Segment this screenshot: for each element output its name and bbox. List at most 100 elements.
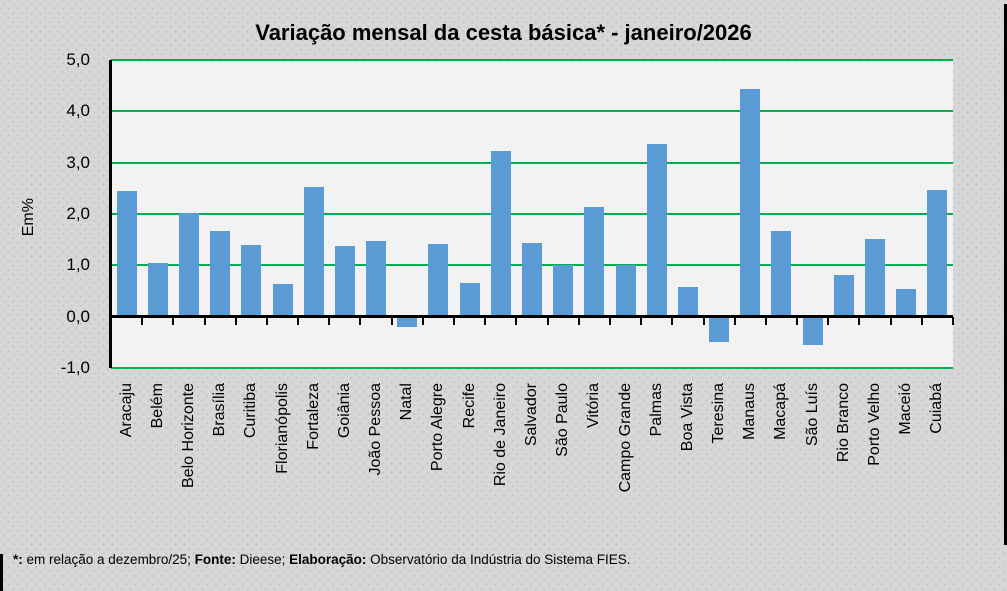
footnote-segment: Dieese; <box>235 552 290 567</box>
x-axis-tick <box>359 316 362 325</box>
bar-florianopolis <box>272 284 293 317</box>
x-axis-line <box>111 315 953 319</box>
x-axis-tick <box>297 316 300 325</box>
y-axis-tick-label: 0,0 <box>66 306 90 326</box>
chart-title: Variação mensal da cesta básica* - janei… <box>255 20 752 45</box>
x-axis-tick <box>234 316 237 325</box>
x-axis-tick <box>577 316 580 325</box>
x-axis-tick <box>110 316 112 325</box>
x-axis-tick <box>889 316 892 325</box>
x-axis-label-campo-grande: Campo Grande <box>616 382 634 493</box>
bar-campo-grande <box>615 265 636 317</box>
gridline <box>111 213 953 215</box>
border-artifact-right <box>1004 4 1007 545</box>
y-axis-tick-label: 1,0 <box>66 255 90 275</box>
source-footnote: *: em relação a dezembro/25; Fonte: Diee… <box>13 552 631 567</box>
x-axis-tick <box>796 316 799 325</box>
x-axis-tick <box>608 316 611 325</box>
x-axis-label-rio-de-janeiro: Rio de Janeiro <box>491 382 509 486</box>
x-axis-label-sao-luis: São Luís <box>803 382 821 446</box>
x-axis-label-cuiaba: Cuiabá <box>928 382 946 434</box>
bar-brasilia <box>210 231 231 317</box>
x-axis-label-fortaleza: Fortaleza <box>304 382 322 450</box>
bar-natal <box>397 316 418 328</box>
x-axis-tick <box>265 316 268 325</box>
gridline <box>111 59 953 61</box>
bar-goiania <box>334 245 355 317</box>
bar-boa-vista <box>677 287 698 317</box>
bar-teresina <box>709 316 730 343</box>
x-axis-label-florianopolis: Florianópolis <box>273 382 291 474</box>
y-axis-tick-label: 3,0 <box>66 152 90 172</box>
x-axis-tick <box>453 316 456 325</box>
bar-porto-alegre <box>428 243 449 317</box>
y-axis-tick-label: -1,0 <box>60 358 90 377</box>
x-axis-label-palmas: Palmas <box>647 382 665 437</box>
x-axis-label-maceio: Maceió <box>897 382 915 435</box>
x-axis-label-salvador: Salvador <box>523 382 540 446</box>
y-axis-tick-label: 4,0 <box>66 101 90 121</box>
x-axis-label-curitiba: Curitiba <box>242 382 260 438</box>
bar-sao-paulo <box>553 265 574 317</box>
x-axis-tick <box>203 316 206 325</box>
bar-porto-velho <box>865 238 886 317</box>
gridline <box>111 367 953 369</box>
x-axis-tick <box>484 316 487 325</box>
footnote-segment: em relação a dezembro/25; <box>22 552 195 567</box>
x-axis-tick <box>640 316 643 325</box>
bar-recife <box>459 282 480 317</box>
x-axis-label-macapa: Macapá <box>772 382 790 440</box>
bar-rio-branco <box>833 274 854 317</box>
x-axis-label-aracaju: Aracaju <box>117 382 135 437</box>
bar-joao-pessoa <box>366 241 387 317</box>
x-axis-tick <box>328 316 331 325</box>
x-axis-label-belo-horizonte: Belo Horizonte <box>179 382 197 488</box>
x-axis-tick <box>858 316 861 325</box>
x-axis-tick <box>421 316 424 325</box>
x-axis-tick <box>827 316 830 325</box>
bar-maceio <box>896 289 917 317</box>
x-axis-tick <box>390 316 393 325</box>
x-axis-tick <box>671 316 674 325</box>
x-axis-tick <box>952 316 954 325</box>
x-axis-tick <box>733 316 736 325</box>
y-axis-tick-label: 5,0 <box>66 50 90 69</box>
x-axis-label-boa-vista: Boa Vista <box>678 382 696 451</box>
x-axis-label-teresina: Teresina <box>710 382 728 444</box>
x-axis-label-belem: Belém <box>148 382 166 429</box>
bar-cuiaba <box>927 189 948 317</box>
bar-belo-horizonte <box>178 212 199 317</box>
bar-aracaju <box>116 191 137 317</box>
x-axis-label-joao-pessoa: João Pessoa <box>367 382 385 476</box>
bar-curitiba <box>241 245 262 317</box>
x-axis-tick <box>702 316 705 325</box>
gridline <box>111 110 953 113</box>
bar-rio-de-janeiro <box>490 151 511 317</box>
x-axis-tick <box>172 316 175 325</box>
bar-manaus <box>740 89 761 317</box>
x-axis-tick <box>764 316 767 325</box>
bar-belem <box>147 262 168 317</box>
border-artifact-left <box>0 554 3 591</box>
x-axis-label-manaus: Manaus <box>741 382 759 440</box>
x-axis-tick <box>141 316 144 325</box>
x-axis-tick <box>515 316 518 325</box>
x-axis-label-sao-paulo: São Paulo <box>554 382 572 457</box>
bar-salvador <box>522 243 542 317</box>
x-axis-tick <box>920 316 923 325</box>
x-axis-label-porto-velho: Porto Velho <box>866 382 884 466</box>
footnote-segment: Fonte: <box>194 552 236 567</box>
footnote-segment: *: <box>13 552 23 567</box>
x-axis-label-brasilia: Brasília <box>211 382 229 437</box>
bar-macapa <box>771 231 792 317</box>
footnote-segment: Observatório da Indústria do Sistema FIE… <box>366 552 631 567</box>
footnote-segment: Elaboração: <box>289 552 367 567</box>
gridline <box>111 161 953 164</box>
y-axis-line <box>109 60 112 368</box>
bar-sao-luis <box>802 316 823 345</box>
bar-palmas <box>646 143 667 317</box>
x-axis-label-vitoria: Vitória <box>585 382 603 428</box>
bar-fortaleza <box>303 187 324 317</box>
x-axis-label-natal: Natal <box>398 382 416 421</box>
x-axis-tick <box>546 316 549 325</box>
